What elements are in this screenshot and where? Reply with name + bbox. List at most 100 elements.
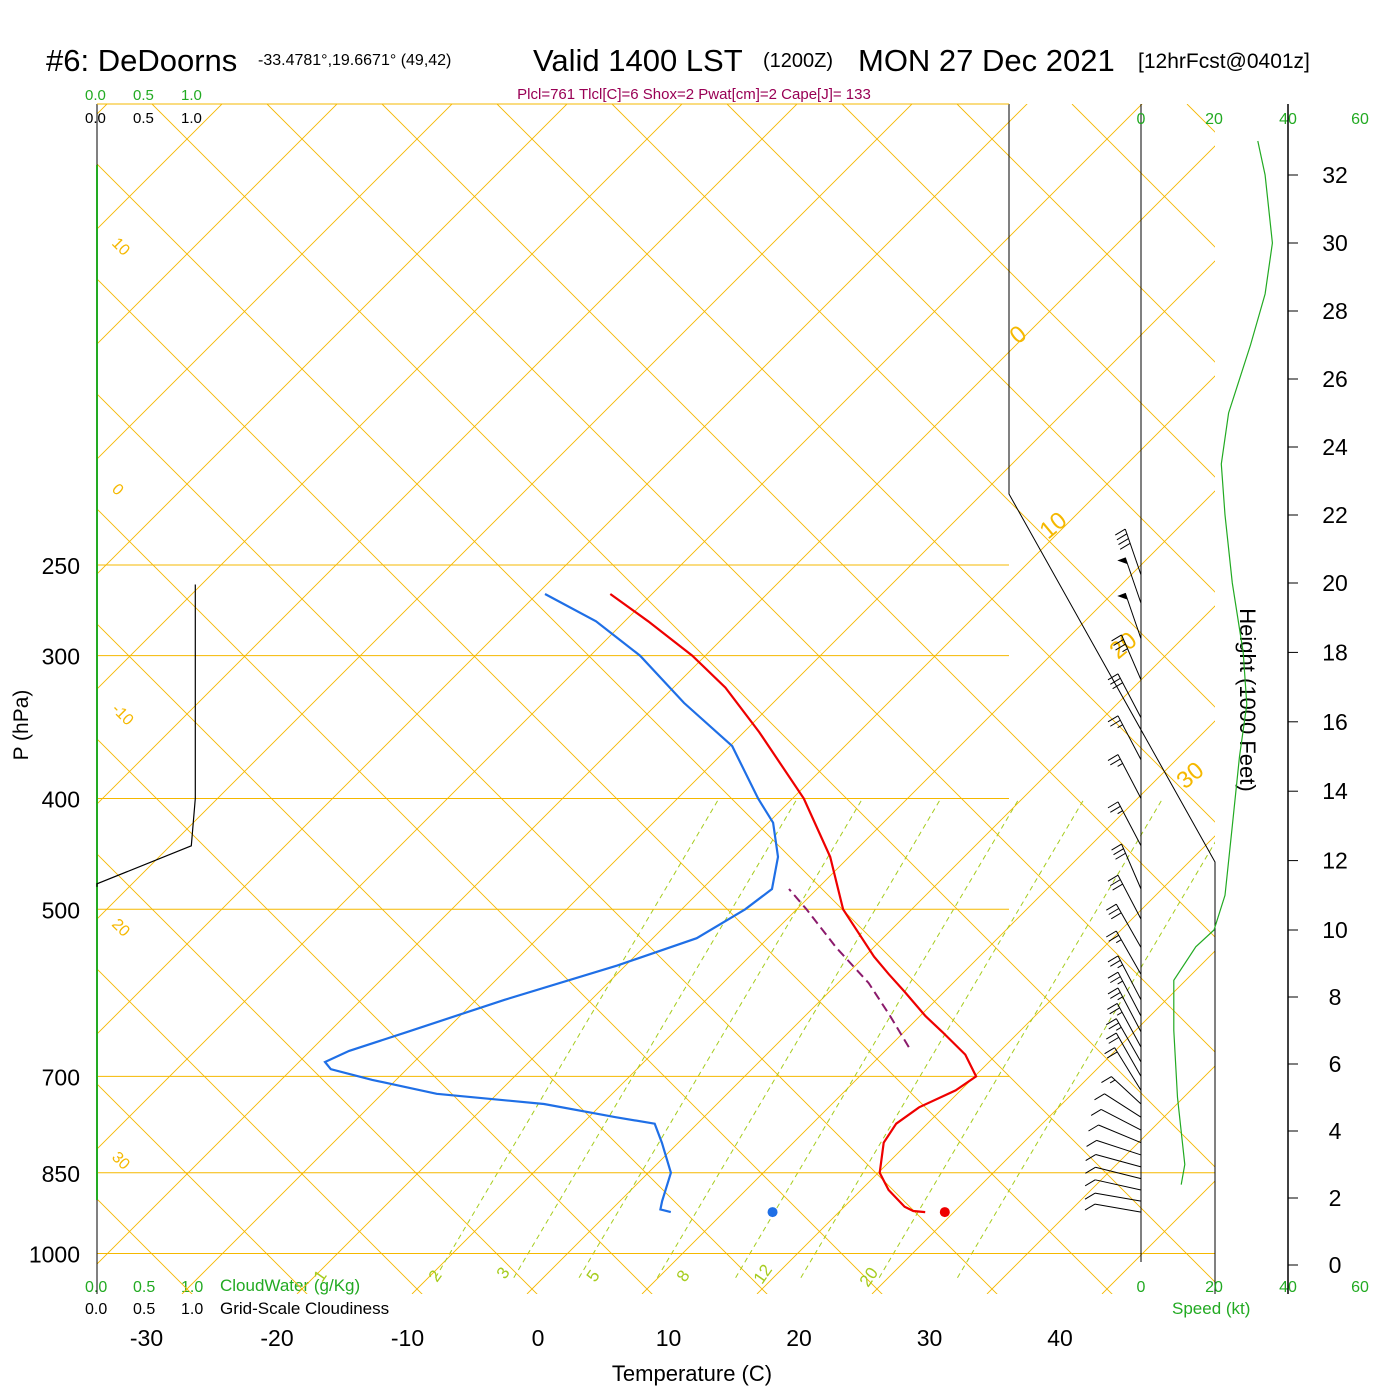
wind-barb-staff [1117, 971, 1142, 1017]
valid-date: MON 27 Dec 2021 [858, 43, 1115, 78]
wind-barb-staff [1104, 1093, 1142, 1118]
wind-barb [1101, 1076, 1142, 1105]
dry-adiabat [296, 375, 1215, 1294]
wind-barb-flag [1084, 1203, 1096, 1211]
dry-adiabat [97, 104, 798, 805]
wind-barb [1085, 1166, 1142, 1180]
mixing-ratio-line [800, 798, 1085, 1278]
height-tick-label: 30 [1322, 230, 1348, 256]
wind-barb-staff [1115, 1018, 1142, 1063]
wind-barb-staff [1117, 715, 1142, 760]
moist-adiabat-label: 8 [673, 1267, 694, 1286]
wind-barb-flag [1107, 754, 1119, 761]
dry-adiabat-cross [97, 278, 1113, 1294]
wind-barb-half-flag [1122, 648, 1128, 653]
speed-tick-bottom: 60 [1351, 1279, 1369, 1296]
wind-barb-half-flag [1109, 1079, 1116, 1084]
wind-barb-staff [1094, 1203, 1142, 1213]
wind-barb [1106, 1032, 1142, 1077]
wind-barb [1094, 1093, 1142, 1118]
wind-barb-staff [1095, 1154, 1142, 1168]
wind-barb-flag [1115, 528, 1126, 536]
wind-barb-staff [1115, 930, 1142, 975]
dry-adiabat-cross [956, 104, 1215, 363]
wind-barb [1088, 1124, 1142, 1144]
cloudwater-scale-bottom-2: 1.0 [181, 1279, 203, 1296]
dry-adiabat [641, 720, 1215, 1294]
wind-barb-flag [1113, 639, 1124, 646]
dry-adiabat-label: -10 [108, 701, 136, 729]
dry-adiabat-cross [97, 853, 538, 1294]
height-tick-label: 10 [1322, 917, 1348, 943]
dry-adiabat [97, 104, 913, 920]
dry-adiabat [0, 94, 2, 1294]
dry-adiabat-cross [841, 104, 1215, 478]
wind-barb [1084, 1192, 1142, 1202]
wind-barb-flag [1106, 1032, 1117, 1040]
mixing-ratio-line [578, 798, 863, 1278]
wind-barb-staff [1117, 874, 1142, 920]
wind-barb-staff [1117, 801, 1142, 847]
dry-adiabat-label: 30 [108, 1149, 133, 1174]
wind-barb-staff [1124, 528, 1142, 576]
dry-adiabat-cross [97, 1083, 308, 1294]
wind-barb [1084, 1203, 1142, 1213]
wind-barb-flag [1110, 719, 1121, 727]
wind-barb-flag [1084, 1179, 1096, 1187]
wind-barb-staff [1117, 987, 1142, 1033]
wind-barb-flag [1088, 1124, 1099, 1132]
pressure-tick-label: 400 [42, 786, 80, 812]
wind-barb [1107, 1003, 1142, 1048]
dry-adiabat-cross [151, 104, 1215, 1168]
dry-adiabat [411, 490, 1215, 1294]
dry-adiabat [986, 1065, 1215, 1294]
cloudiness-label: Grid-Scale Cloudiness [220, 1299, 389, 1318]
wind-barb-flag [1107, 715, 1119, 723]
wind-barb-flag [1104, 1047, 1115, 1055]
y-axis-title: P (hPa) [10, 690, 33, 761]
dry-adiabat [97, 104, 338, 345]
wind-barb-flag [1118, 538, 1129, 545]
background-grid [0, 94, 1215, 1294]
dry-adiabat-cross [97, 738, 653, 1294]
cloudiness-scale-top-2: 1.0 [181, 110, 202, 127]
wind-barb-staff [1115, 1032, 1142, 1077]
dry-adiabat [97, 104, 223, 230]
dry-adiabat [97, 104, 453, 460]
moist-adiabat-label: 12 [750, 1261, 776, 1287]
speed-tick-top: 60 [1351, 111, 1369, 128]
moist-adiabat-label: 20 [856, 1264, 882, 1290]
wind-barb [1107, 874, 1142, 920]
dry-adiabat-cross [97, 163, 1215, 1283]
cloudiness-scale-bottom-0: 0.0 [85, 1301, 107, 1318]
moist-adiabat-label: 5 [583, 1267, 604, 1286]
wind-barb-flag [1111, 843, 1122, 851]
height-tick-label: 32 [1322, 162, 1348, 188]
dry-adiabat-label-right: 10 [1035, 507, 1073, 545]
wind-barb-half-flag [1117, 980, 1123, 985]
parcel-path [788, 888, 910, 1048]
height-tick-label: 8 [1329, 984, 1342, 1010]
temperature-tick-label: 0 [532, 1325, 545, 1351]
wind-barb-flag [1106, 930, 1117, 938]
wind-barb [1107, 715, 1142, 760]
wind-barb-half-flag [1117, 964, 1123, 969]
wind-barb-flag [1106, 1018, 1117, 1026]
pressure-tick-label: 250 [42, 553, 80, 579]
wind-barb-flag [1107, 874, 1119, 882]
wind-barb [1090, 1109, 1142, 1131]
height-tick-label: 0 [1329, 1252, 1342, 1278]
wind-barb-flag [1101, 1076, 1112, 1084]
wind-barb-flag [1112, 682, 1123, 690]
dry-adiabat [97, 104, 683, 690]
cloudiness-scale-top-0: 0.0 [85, 110, 106, 127]
dry-adiabat-cross [381, 104, 1215, 938]
pressure-tick-label: 500 [42, 897, 80, 923]
wind-barb-staff [1116, 1003, 1142, 1048]
wind-barb [1117, 557, 1142, 604]
speed-tick-top: 0 [1137, 111, 1146, 128]
pressure-tick-label: 700 [42, 1064, 80, 1090]
wind-barb-flag [1108, 934, 1120, 942]
wind-barb-flag [1086, 1139, 1097, 1147]
dry-adiabat-cross [97, 623, 768, 1294]
